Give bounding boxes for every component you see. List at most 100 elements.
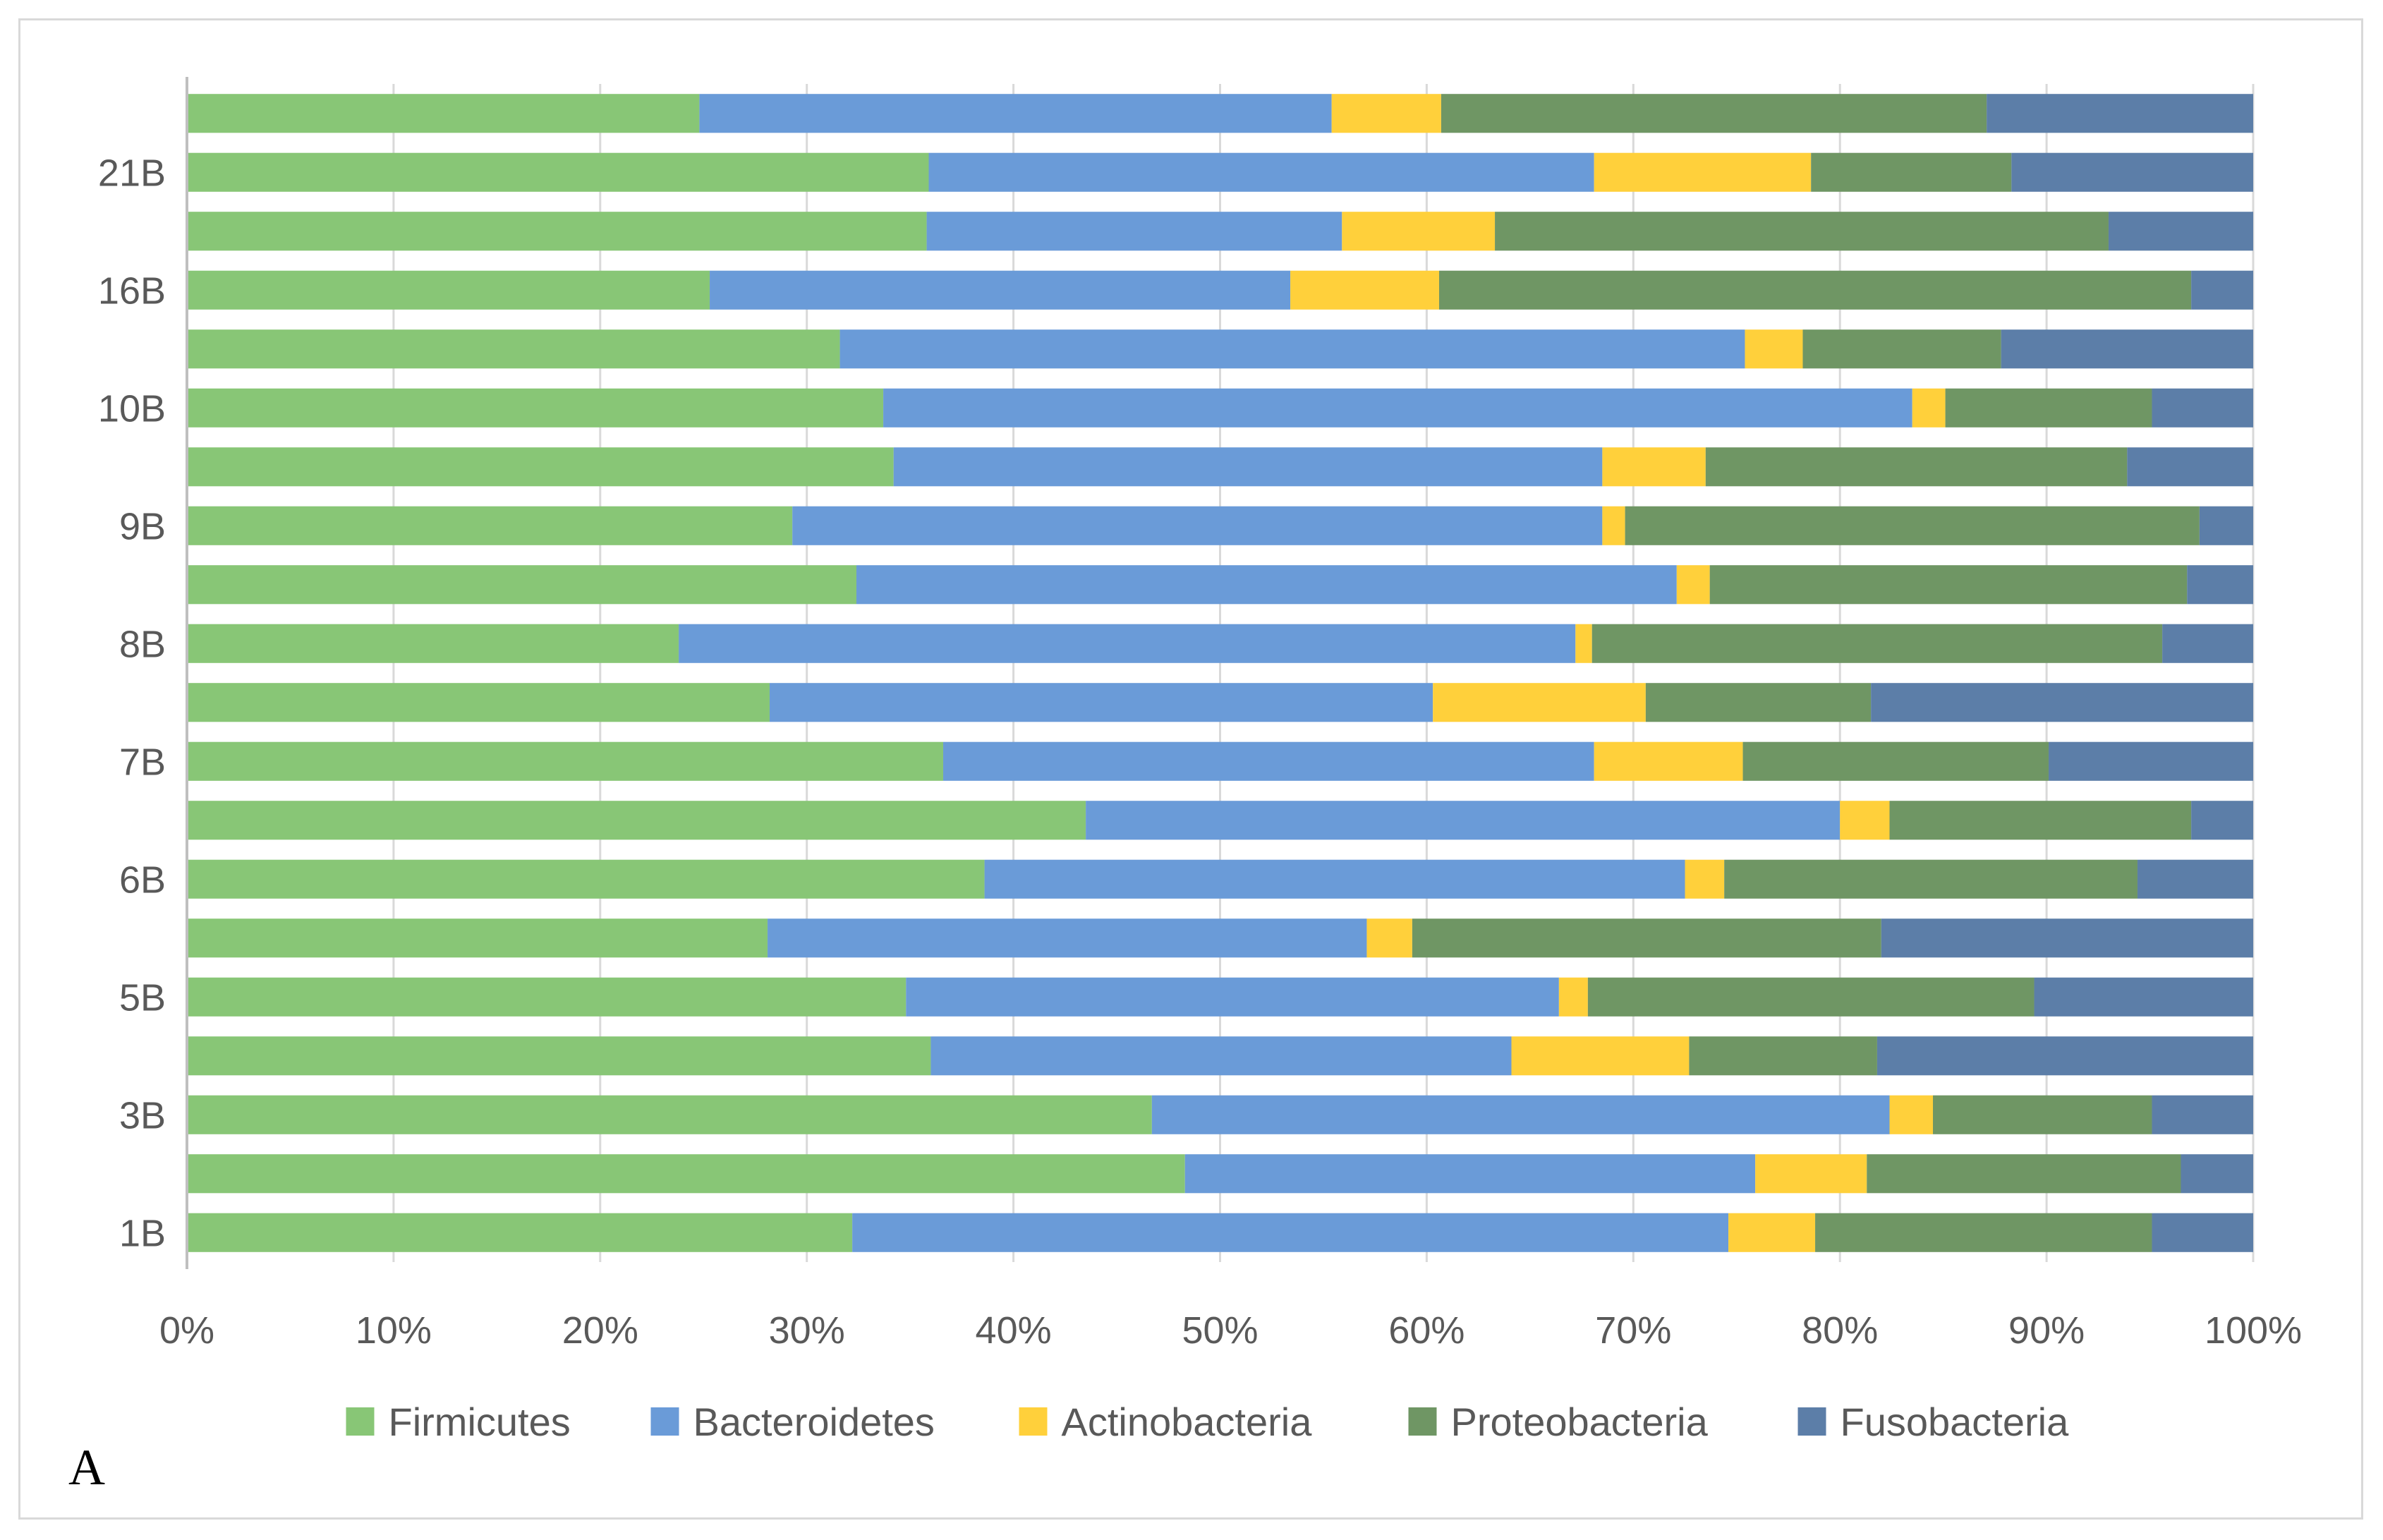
bar-segment — [1151, 1095, 1890, 1134]
legend-swatch — [1797, 1407, 1826, 1436]
bar-segment — [1511, 1036, 1690, 1076]
bar-segment — [710, 270, 1291, 310]
legend: Firmicutes Bacteroidetes Actinobacteria Pro… — [346, 1400, 2070, 1444]
bar-segment — [852, 1213, 1729, 1252]
bar-segment — [187, 918, 768, 958]
bar-segment — [2049, 741, 2253, 781]
bar-segment — [1724, 859, 2138, 899]
bar-segment — [1685, 859, 1725, 899]
bar-segment — [1889, 801, 2192, 840]
bar-segment — [187, 94, 700, 133]
bar-segment — [2199, 506, 2253, 545]
bar-segment — [1331, 94, 1441, 133]
bar-segment — [1086, 801, 1841, 840]
bar-segment — [187, 152, 929, 192]
bar-segment — [1871, 683, 2253, 722]
bar-segment — [1755, 1154, 1867, 1194]
bar-segment — [1558, 977, 1588, 1017]
bar-segment — [1867, 1154, 2181, 1194]
bar-segment — [1602, 506, 1625, 545]
y-tick-label: 21B — [98, 152, 166, 194]
y-tick-label: 6B — [119, 859, 166, 901]
bar-segment — [1645, 683, 1872, 722]
bar-segment — [187, 624, 679, 663]
bar-segment — [699, 94, 1332, 133]
bar-segment — [1945, 388, 2152, 428]
x-tick-labels: 0% 10% 20% 30% 40% 50% 60% 70% 80% 90% 100% — [159, 1309, 2302, 1352]
gridlines — [392, 84, 2255, 1262]
bar-segment — [1705, 447, 2128, 487]
y-tick-label: 1B — [119, 1212, 166, 1254]
bar-segment — [187, 741, 944, 781]
bar-segment — [2108, 212, 2253, 251]
bar-segment — [1987, 94, 2253, 133]
bar-segment — [187, 329, 840, 369]
bar-segment — [926, 212, 1342, 251]
bar-segment — [187, 1036, 931, 1076]
bar-segment — [906, 977, 1559, 1017]
bar-segment — [2162, 624, 2253, 663]
bar-segment — [856, 565, 1677, 605]
bar-segment — [2034, 977, 2253, 1017]
bar-segment — [2001, 329, 2253, 369]
bar-segment — [2191, 270, 2253, 310]
legend-swatch — [1019, 1407, 1048, 1436]
bar-segment — [2152, 1095, 2253, 1134]
bars — [187, 94, 2253, 1252]
bar-segment — [930, 1036, 1512, 1076]
bar-segment — [187, 506, 793, 545]
bar-segment — [1889, 1095, 1934, 1134]
bar-segment — [883, 388, 1912, 428]
bar-segment — [1881, 918, 2253, 958]
bar-segment — [1587, 977, 2035, 1017]
y-tick-label: 3B — [119, 1094, 166, 1136]
legend-label: Actinobacteria — [1062, 1400, 1313, 1444]
x-tick-label: 30% — [769, 1309, 845, 1352]
bar-segment — [1290, 270, 1439, 310]
bar-segment — [1709, 565, 2188, 605]
bar-segment — [1742, 741, 2049, 781]
bar-segment — [1689, 1036, 1877, 1076]
bar-segment — [2137, 859, 2253, 899]
bar-segment — [187, 1095, 1152, 1134]
bar-segment — [2127, 447, 2253, 487]
bar-segment — [1591, 624, 2163, 663]
bar-segment — [1366, 918, 1412, 958]
legend-swatch — [1408, 1407, 1437, 1436]
x-tick-label: 20% — [562, 1309, 638, 1352]
bar-segment — [1676, 565, 1710, 605]
bar-segment — [1575, 624, 1592, 663]
stacked-bar-chart: 1B 3B 5B 6B 7B 8B 9B 10B 16B 21B 0% 10% 20% 30% 40% 50… — [68, 77, 2302, 1496]
bar-segment — [1438, 270, 2192, 310]
bar-segment — [893, 447, 1603, 487]
bar-segment — [1441, 94, 1987, 133]
legend-label: Proteobacteria — [1451, 1400, 1709, 1444]
bar-segment — [984, 859, 1685, 899]
bar-segment — [187, 977, 906, 1017]
bar-segment — [2011, 152, 2253, 192]
bar-segment — [1594, 152, 1812, 192]
bar-segment — [187, 565, 856, 605]
bar-segment — [679, 624, 1576, 663]
bar-segment — [1745, 329, 1803, 369]
x-tick-label: 70% — [1595, 1309, 1671, 1352]
bar-segment — [187, 270, 710, 310]
bar-segment — [943, 741, 1594, 781]
bar-segment — [187, 683, 770, 722]
bar-segment — [1602, 447, 1706, 487]
bar-segment — [187, 1213, 853, 1252]
bar-segment — [1625, 506, 2200, 545]
legend-label: Fusobacteria — [1841, 1400, 2070, 1444]
legend-swatch — [346, 1407, 375, 1436]
bar-segment — [187, 859, 985, 899]
legend-label: Firmicutes — [389, 1400, 571, 1444]
x-tick-label: 40% — [976, 1309, 1052, 1352]
bar-segment — [2152, 388, 2253, 428]
y-tick-label: 5B — [119, 976, 166, 1019]
y-tick-label: 7B — [119, 741, 166, 783]
bar-segment — [1802, 329, 2001, 369]
bar-segment — [1840, 801, 1890, 840]
y-tick-label: 16B — [98, 269, 166, 312]
bar-segment — [1184, 1154, 1756, 1194]
bar-segment — [1933, 1095, 2152, 1134]
